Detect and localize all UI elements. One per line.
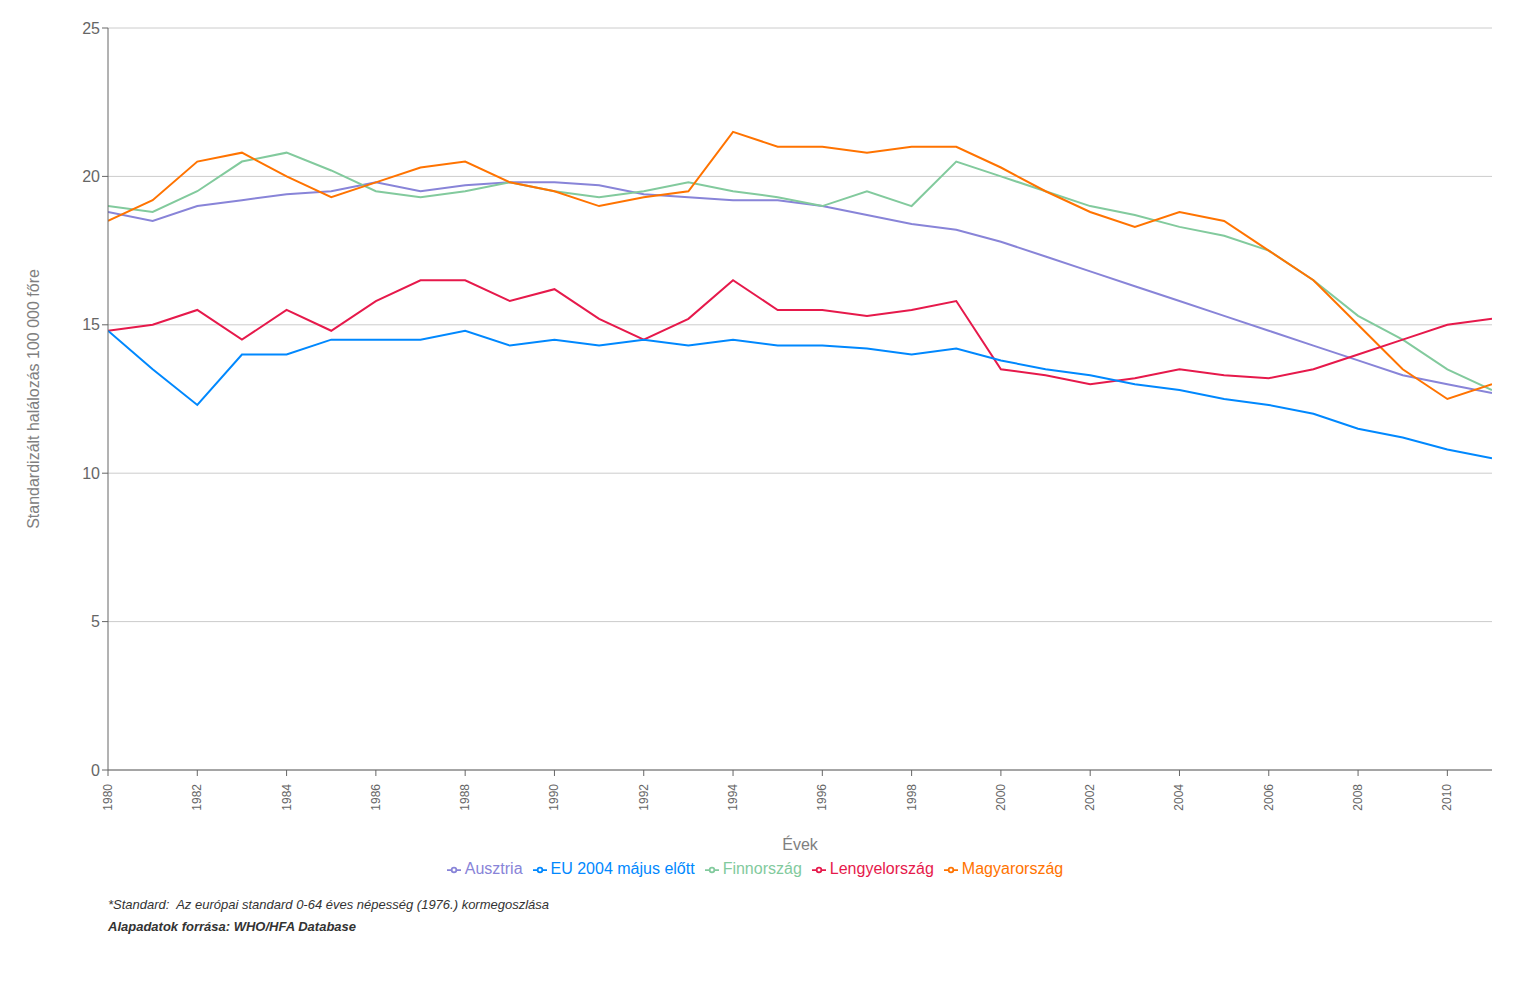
svg-text:Standardizált halálozás 100 00: Standardizált halálozás 100 000 főre [25,269,42,529]
svg-text:2004: 2004 [1172,784,1186,811]
svg-text:1998: 1998 [905,784,919,811]
svg-text:10: 10 [82,465,100,482]
svg-text:0: 0 [91,762,100,779]
svg-text:1994: 1994 [726,784,740,811]
html-text:*Standard: Az európai standard: *Standard: Az európai standard 0-64 éves… [108,897,550,912]
html-text:Ausztria: Ausztria [464,860,523,877]
svg-text:2008: 2008 [1351,784,1365,811]
svg-text:2010: 2010 [1440,784,1454,811]
html-text:Magyarország: Magyarország [961,860,1064,877]
svg-text:20: 20 [82,168,100,185]
svg-text:1986: 1986 [369,784,383,811]
html-text:Alapadatok forrása: WHO/HFA Da: Alapadatok forrása: WHO/HFA Database [108,919,356,934]
svg-text:1996: 1996 [815,784,829,811]
svg-text:25: 25 [82,20,100,37]
svg-text:5: 5 [91,613,100,630]
svg-text:1984: 1984 [280,784,294,811]
svg-text:1988: 1988 [458,784,472,811]
svg-text:2006: 2006 [1262,784,1276,811]
html-text:Finnország: Finnország [722,860,802,877]
svg-text:1992: 1992 [637,784,651,811]
svg-text:2000: 2000 [994,784,1008,811]
svg-text:2002: 2002 [1083,784,1097,811]
svg-text:1980: 1980 [101,784,115,811]
svg-text:15: 15 [82,316,100,333]
svg-text:1990: 1990 [547,784,561,811]
html-text:EU 2004 május előtt: EU 2004 május előtt [550,860,695,877]
html-text:Lengyelország: Lengyelország [829,860,934,877]
svg-text:Évek: Évek [782,835,819,853]
svg-text:1982: 1982 [190,784,204,811]
